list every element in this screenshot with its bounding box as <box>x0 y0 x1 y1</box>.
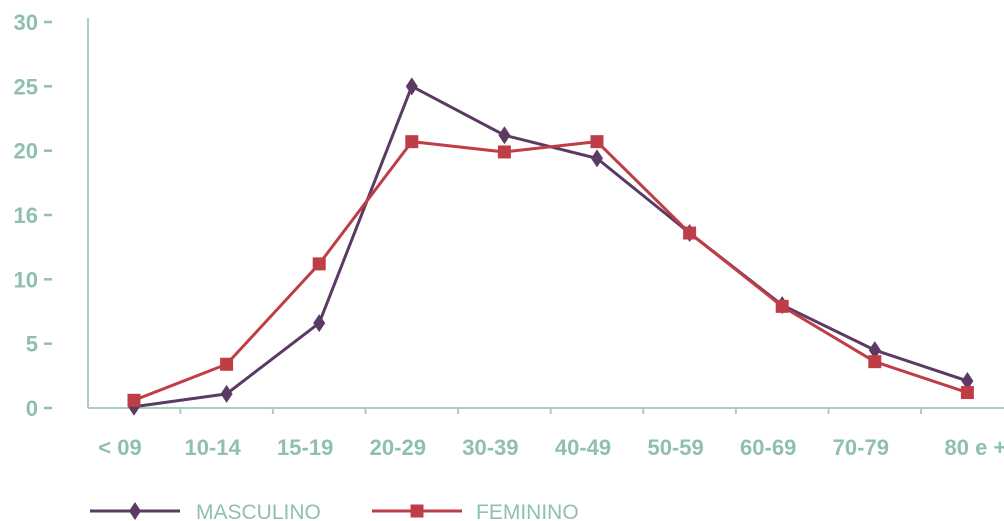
legend-marker <box>129 502 141 520</box>
chart-series <box>127 77 974 416</box>
data-point <box>497 145 511 159</box>
x-tick-label: 80 e + <box>945 435 1004 460</box>
y-axis-ticks: 0 5 10 16 20 25 30 <box>14 10 52 421</box>
series-feminino <box>127 135 974 407</box>
data-point <box>312 257 326 271</box>
legend-item-masculino: MASCULINO <box>90 501 321 521</box>
data-point <box>961 371 974 390</box>
data-point <box>960 386 974 400</box>
legend-label: MASCULINO <box>196 501 321 521</box>
data-point <box>405 77 418 96</box>
series-line <box>133 84 968 409</box>
x-tick-label: 20-29 <box>370 435 426 460</box>
data-point <box>868 355 882 369</box>
chart-legend: MASCULINO FEMININO <box>90 501 579 521</box>
y-tick-label: 0 <box>26 396 38 421</box>
data-point <box>405 135 419 149</box>
x-tick-label: 70-79 <box>833 435 889 460</box>
x-tick-label: 10-14 <box>184 435 241 460</box>
data-point <box>313 314 326 333</box>
data-point <box>220 357 234 371</box>
x-tick-label: < 09 <box>98 435 141 460</box>
x-tick-label: 50-59 <box>647 435 703 460</box>
data-point <box>498 126 511 145</box>
y-tick-label: 5 <box>26 332 38 357</box>
y-tick-label: 25 <box>14 74 38 99</box>
legend-label: FEMININO <box>476 501 579 521</box>
y-tick-label: 16 <box>14 203 38 228</box>
x-axis-ticks: < 09 10-14 15-19 20-29 30-39 40-49 50-59 60-69 7… <box>98 408 1004 460</box>
series-line <box>133 140 968 402</box>
y-tick-label: 30 <box>14 10 38 35</box>
x-tick-label: 60-69 <box>740 435 796 460</box>
data-point <box>127 393 141 407</box>
legend-marker <box>410 504 424 518</box>
x-tick-label: 30-39 <box>462 435 518 460</box>
data-point <box>590 135 604 149</box>
chart-axes <box>87 18 1004 409</box>
data-point <box>868 341 881 360</box>
x-tick-label: 40-49 <box>555 435 611 460</box>
y-tick-label: 10 <box>14 267 38 292</box>
data-point <box>591 149 603 168</box>
data-point <box>683 226 697 240</box>
data-point <box>220 384 233 403</box>
legend-item-feminino: FEMININO <box>372 501 579 521</box>
data-point <box>775 299 789 313</box>
y-tick-label: 20 <box>14 139 38 164</box>
x-tick-label: 15-19 <box>277 435 333 460</box>
series-masculino <box>128 77 974 416</box>
